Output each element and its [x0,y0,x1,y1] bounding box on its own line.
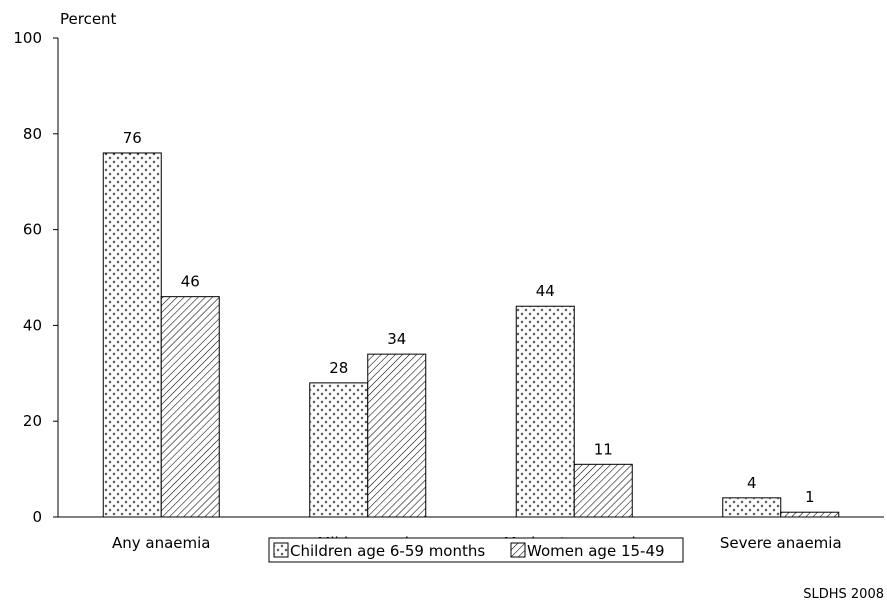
bar [780,511,840,518]
bar [515,305,575,518]
y-axis: 0 20 40 60 80 100 [13,29,59,526]
bar [367,353,427,518]
y-tick-label: 60 [23,221,42,239]
data-label: 44 [536,282,555,300]
y-tick-label: 100 [13,29,42,47]
legend-swatch-children [273,542,289,558]
data-label: 46 [181,273,200,291]
y-tick-label: 0 [32,508,42,526]
category-label: Severe anaemia [720,534,842,552]
data-label: 11 [594,440,613,458]
y-tick-label: 20 [23,412,42,430]
legend-frame [268,537,684,563]
data-label: 1 [805,488,815,506]
bars: 76 46 28 34 44 11 4 1 [102,129,840,518]
source-note: SLDHS 2008 [803,587,884,602]
y-axis-title: Percent [60,10,117,28]
data-label: 4 [747,474,757,492]
category-label: Any anaemia [112,534,211,552]
data-label: 28 [329,359,348,377]
legend-swatch-women [510,542,526,558]
y-tick-label: 80 [23,125,42,143]
bar [160,296,220,518]
data-label: 34 [387,330,406,348]
legend: Children age 6-59 months Women age 15-49 [268,537,684,563]
legend-label-women: Women age 15-49 [527,542,665,560]
bar [102,152,162,518]
data-label: 76 [123,129,142,147]
bar [722,497,782,518]
bar [309,382,369,518]
y-tick-label: 40 [23,316,42,334]
legend-label-children: Children age 6-59 months [290,542,485,560]
bar [573,463,633,518]
